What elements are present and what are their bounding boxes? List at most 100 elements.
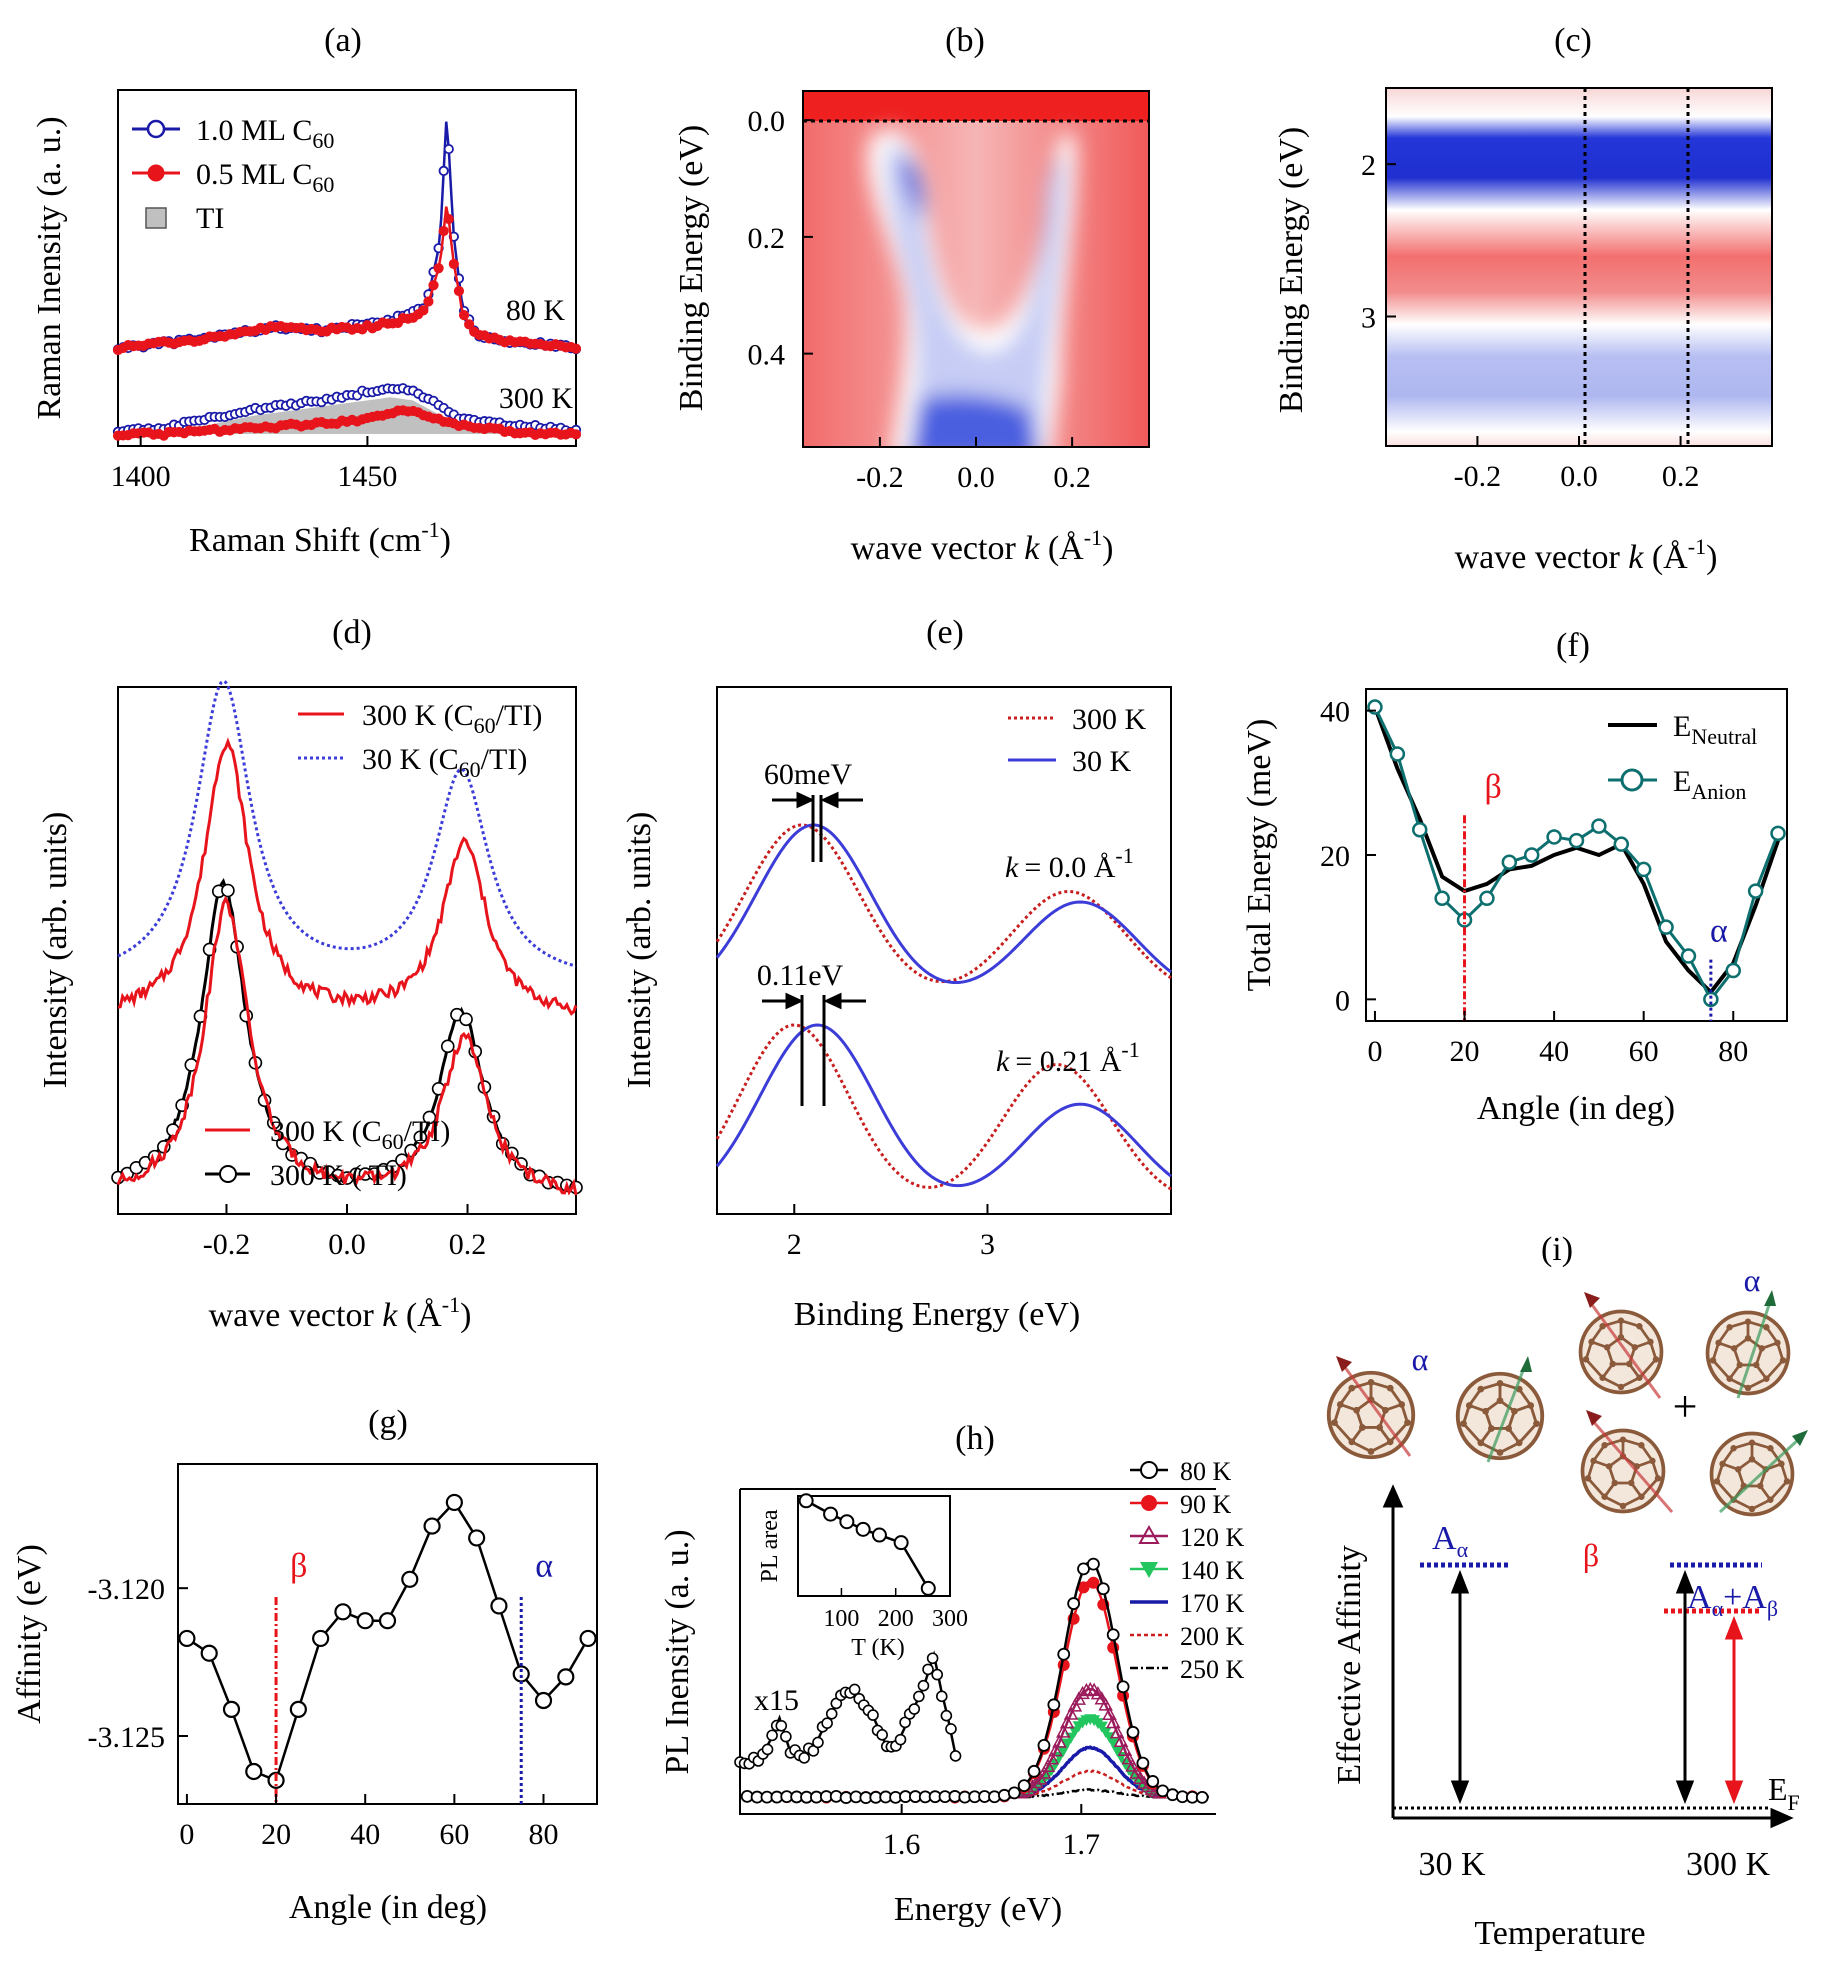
panel-d: 300 K (C60/TI) 30 K (C60/TI) 300 K (C60/… bbox=[37, 679, 583, 1334]
panel-b: -0.2 0.0 0.20.00.20.4 wave vector k (Å-1) … bbox=[673, 90, 1150, 567]
pl-x15-point bbox=[775, 1719, 788, 1732]
g-xtick-label: 20 bbox=[261, 1818, 291, 1851]
panel-a-ylabel: Raman Inensity (a. u.) bbox=[31, 116, 68, 419]
pl-point-120k bbox=[1056, 1724, 1071, 1738]
eanion-point bbox=[1747, 883, 1764, 899]
pl-x15-point bbox=[949, 1750, 962, 1762]
affinity-point bbox=[579, 1629, 597, 1648]
pl-x15-point bbox=[926, 1652, 939, 1665]
pl-x15-point bbox=[913, 1690, 925, 1703]
e-xtick-label: 2 bbox=[787, 1228, 802, 1261]
edc-30k-k0 bbox=[715, 823, 1172, 985]
inset-point bbox=[798, 1493, 814, 1509]
pl-x15-point bbox=[798, 1752, 811, 1764]
panel-i-axes bbox=[1382, 1484, 1794, 1829]
panel-d-xticks: -0.2 0.0 0.2 bbox=[203, 1204, 486, 1261]
pl-x15-point bbox=[931, 1668, 944, 1681]
c-xtick-label: -0.2 bbox=[1454, 460, 1502, 493]
pl-point-80k bbox=[1106, 1628, 1120, 1642]
affinity-point bbox=[490, 1597, 508, 1615]
h-xtick-label: 1.6 bbox=[883, 1828, 921, 1861]
affinity-point bbox=[356, 1612, 374, 1630]
pl-point-80k bbox=[1057, 1647, 1071, 1661]
g-ytick-label: -3.125 bbox=[88, 1721, 166, 1754]
pl-point-120k bbox=[1113, 1733, 1129, 1748]
h-legend-label-2: 120 K bbox=[1180, 1523, 1245, 1552]
h-xtick-label: 1.7 bbox=[1063, 1828, 1101, 1861]
arrow-300k-black bbox=[1675, 1569, 1695, 1805]
molecule-300k-tr bbox=[1705, 1290, 1791, 1399]
panel-a-legend: 1.0 ML C60 0.5 ML C60 TI bbox=[132, 114, 334, 235]
pl-point-80k bbox=[1077, 1562, 1090, 1576]
series-05ml-80k-point bbox=[423, 296, 434, 307]
pl-point-120k bbox=[1044, 1751, 1060, 1765]
h-legend-label-5: 200 K bbox=[1180, 1622, 1245, 1651]
panel-e-ylabel: Intensity (arb. units) bbox=[621, 812, 658, 1089]
panel-i-ylabel: Effective Affinity bbox=[1331, 1545, 1368, 1785]
legend-marker-1ml bbox=[146, 119, 166, 139]
inset-point bbox=[855, 1521, 871, 1537]
f-xtick-label: 80 bbox=[1718, 1035, 1748, 1068]
plus-sign: + bbox=[1673, 1382, 1698, 1431]
label-alpha-300k: α bbox=[1744, 1262, 1761, 1298]
a-xtick-label: 1450 bbox=[337, 460, 397, 493]
mdc-ti-point bbox=[221, 883, 235, 898]
panel-label-e: (e) bbox=[926, 614, 964, 651]
pl-point-120k bbox=[1109, 1725, 1125, 1739]
molecule-alpha-30k bbox=[1326, 1356, 1416, 1460]
affinity-point bbox=[334, 1603, 352, 1621]
pl-point-80k bbox=[1146, 1775, 1160, 1788]
series-eanion bbox=[1373, 706, 1780, 1003]
affinity-point bbox=[178, 1629, 196, 1648]
legend-label-e-30k: 30 K bbox=[1072, 745, 1132, 778]
legend-label-eanion: EAnion bbox=[1673, 765, 1746, 804]
annotation-k021: k = 0.21 Å-1 bbox=[996, 1037, 1140, 1078]
f-xtick-label: 40 bbox=[1539, 1035, 1569, 1068]
panel-e-xlabel: Binding Energy (eV) bbox=[794, 1296, 1080, 1333]
g-ytick-label: -3.120 bbox=[88, 1573, 166, 1606]
annotation-300k: 300 K bbox=[499, 382, 574, 415]
series-05ml-80k-point bbox=[464, 319, 475, 330]
inset-plot: 100 200 300 bbox=[798, 1493, 968, 1632]
panel-a: 1.0 ML C60 0.5 ML C60 TI 80 K 300 K 1400… bbox=[31, 89, 582, 559]
b-ytick-label: 0.2 bbox=[748, 222, 786, 255]
panel-d-plot bbox=[111, 679, 583, 1196]
mdc-30k-c60 bbox=[117, 679, 577, 968]
panel-e-legend: 300 K 30 K bbox=[1008, 703, 1147, 778]
arrow-300k-red bbox=[1724, 1615, 1744, 1805]
pl-point-140k bbox=[1111, 1745, 1124, 1757]
panel-h-plot: 1.6 1.7 bbox=[734, 1557, 1209, 1861]
panel-f-ylabel: Total Energy (meV) bbox=[1241, 719, 1278, 992]
mdc-ti-point bbox=[459, 1012, 473, 1027]
g-xtick-label: 80 bbox=[529, 1818, 559, 1851]
inset-point bbox=[893, 1535, 909, 1551]
annotation-k0: k = 0.0 Å-1 bbox=[1005, 843, 1134, 884]
series-05ml-80k-point bbox=[570, 343, 582, 354]
inset-xtick-label: 300 bbox=[932, 1606, 968, 1632]
inset-point bbox=[871, 1527, 887, 1543]
pl-point-120k bbox=[1102, 1706, 1117, 1720]
panel-g-plot: β α 0 20 40 60 80 -3.120 -3.125 bbox=[88, 1493, 597, 1851]
panel-label-a: (a) bbox=[324, 22, 362, 59]
g-xtick-label: 40 bbox=[350, 1818, 380, 1851]
panel-label-h: (h) bbox=[955, 1420, 995, 1457]
series-05ml-80k-point bbox=[443, 213, 454, 225]
legend-label-e-300k: 300 K bbox=[1072, 703, 1147, 736]
pl-point-80k bbox=[1007, 1786, 1021, 1800]
inset-xtick-label: 200 bbox=[878, 1606, 914, 1632]
legend-label-300k-c60-b: 300 K (C60/TI) bbox=[270, 1115, 450, 1154]
series-05ml-300k-point bbox=[570, 429, 582, 440]
panel-label-f: (f) bbox=[1556, 627, 1590, 664]
eanion-point bbox=[1613, 836, 1630, 852]
panel-b-ticks: -0.2 0.0 0.2 0.0 0.2 0.4 bbox=[748, 105, 1091, 494]
pl-x15-point bbox=[825, 1707, 838, 1720]
legend-label-30k-c60: 30 K (C60/TI) bbox=[362, 743, 527, 782]
b-xtick-label: 0.0 bbox=[957, 461, 995, 494]
g-marker-alpha-label: α bbox=[535, 1547, 553, 1584]
heatmap-b bbox=[803, 91, 1149, 447]
series-1ml-80k-point bbox=[438, 165, 449, 177]
panel-a-xticks: 1400 1450 bbox=[111, 436, 397, 493]
molecule-300k-bl bbox=[1580, 1410, 1674, 1514]
